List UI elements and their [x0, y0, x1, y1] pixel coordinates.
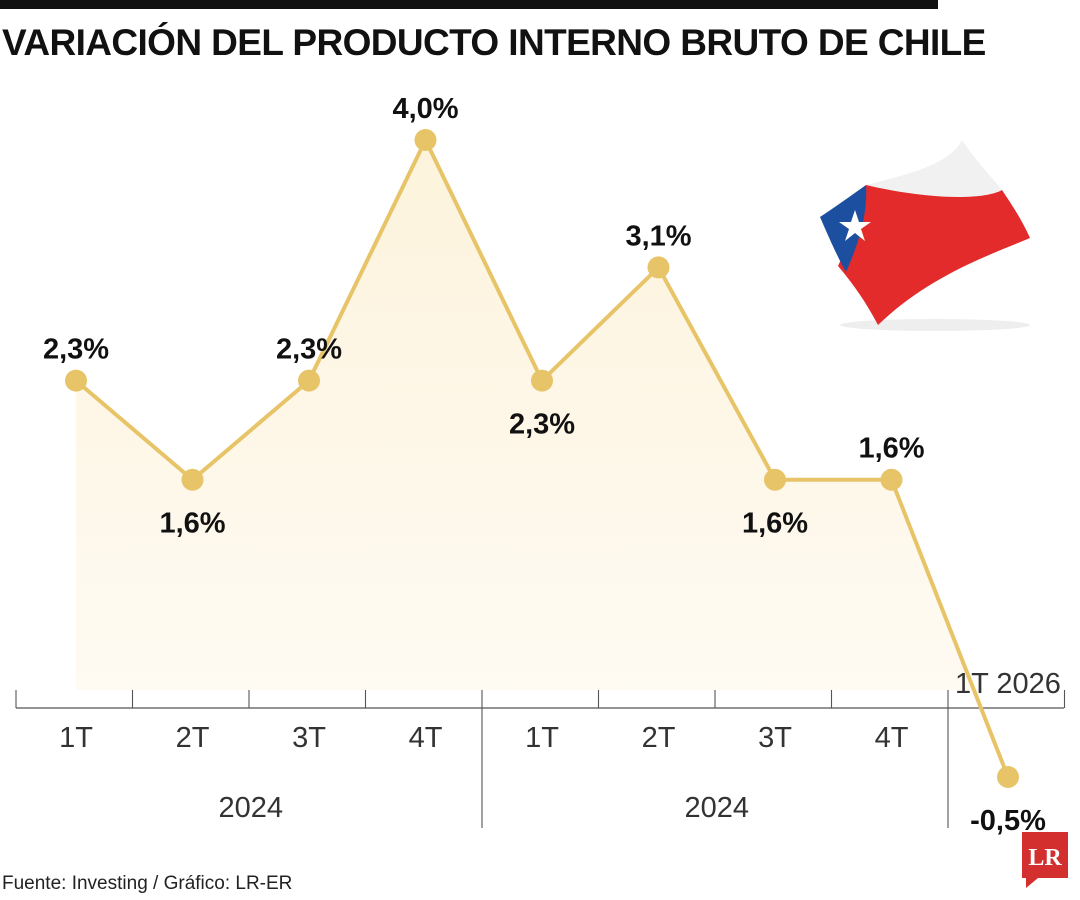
- data-point: [181, 468, 204, 491]
- x-tick-label: 2T: [176, 722, 210, 754]
- data-point: [880, 468, 903, 491]
- data-label: 2,3%: [43, 334, 109, 366]
- data-point: [997, 766, 1019, 788]
- x-tick-label: 4T: [875, 722, 909, 754]
- top-rule: [0, 0, 938, 9]
- data-label: 2,3%: [276, 334, 342, 366]
- data-point: [531, 369, 553, 392]
- source-note: Fuente: Investing / Gráfico: LR-ER: [2, 873, 293, 894]
- chart-title: VARIACIÓN DEL PRODUCTO INTERNO BRUTO DE …: [2, 22, 986, 63]
- x-tick-label: 3T: [292, 722, 326, 754]
- group-label: 2024: [684, 792, 749, 824]
- svg-text:LR: LR: [1028, 845, 1062, 871]
- data-label: -0,5%: [970, 805, 1046, 837]
- data-point: [65, 369, 87, 392]
- lr-logo: LR: [1022, 832, 1068, 888]
- area-layer: [76, 140, 974, 690]
- x-tick-label: 2T: [642, 722, 676, 754]
- data-point-layer: [65, 129, 1019, 788]
- area-fill: [76, 140, 974, 690]
- data-label: 2,3%: [509, 409, 575, 441]
- data-point: [647, 256, 670, 279]
- group-label: 2024: [218, 792, 283, 824]
- chile-flag-icon: [820, 140, 1030, 331]
- data-label-layer: 2,3% 1,6% 2,3% 4,0% 2,3% 3,1% 1,6% 1,6% -0,5%: [43, 93, 1046, 837]
- x-tick-label: 4T: [409, 722, 443, 754]
- data-point: [298, 369, 320, 392]
- data-point: [764, 468, 786, 491]
- x-tick-label: 1T: [59, 722, 93, 754]
- data-label: 1,6%: [858, 433, 924, 465]
- data-point: [414, 129, 437, 151]
- data-label: 3,1%: [625, 220, 691, 252]
- data-label: 1,6%: [742, 508, 808, 540]
- data-label: 1,6%: [159, 508, 225, 540]
- x-tick-label: 1T: [525, 722, 559, 754]
- data-label: 4,0%: [392, 93, 458, 125]
- x-tick-label: 3T: [758, 722, 792, 754]
